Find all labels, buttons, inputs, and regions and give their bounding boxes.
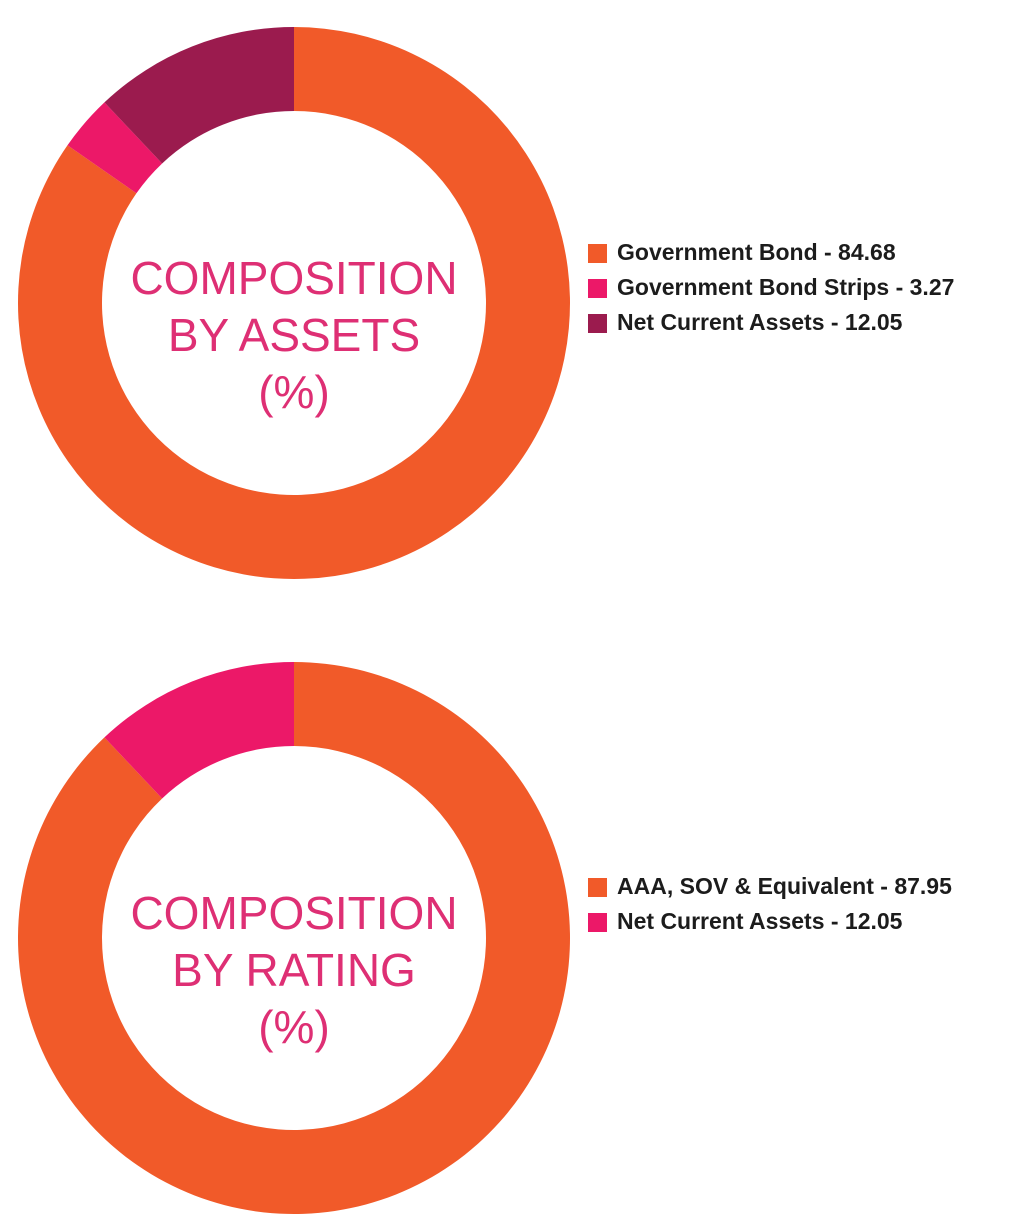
- assets-title-line-3: (%): [258, 366, 330, 418]
- legend-item-net-current-assets: Net Current Assets - 12.05: [588, 308, 998, 337]
- legend-swatch: [588, 878, 607, 897]
- rating-title-line-2: BY RATING: [172, 944, 416, 996]
- assets-donut: [18, 27, 571, 579]
- assets-slice-government-bond-strips: [67, 102, 163, 194]
- legend-swatch: [588, 244, 607, 263]
- assets-slice-government-bond: [18, 27, 571, 579]
- rating-composition-chart: COMPOSITION BY RATING (%) AAA, SOV & Equ…: [0, 655, 1010, 1215]
- assets-title-line-2: BY ASSETS: [167, 309, 421, 361]
- legend-item-aaa-sov-equivalent: AAA, SOV & Equivalent - 87.95: [588, 872, 998, 901]
- legend-label: Government Bond - 84.68: [617, 239, 896, 265]
- rating-title-line-1: COMPOSITION: [130, 887, 458, 939]
- rating-donut: [17, 662, 570, 1214]
- legend-item-net-current-assets: Net Current Assets - 12.05: [588, 907, 998, 936]
- legend-label: Net Current Assets - 12.05: [617, 309, 903, 335]
- legend-swatch: [588, 913, 607, 932]
- assets-title-line-1: COMPOSITION: [130, 252, 458, 304]
- rating-title-line-3: (%): [258, 1001, 330, 1053]
- legend-label: AAA, SOV & Equivalent - 87.95: [617, 873, 952, 899]
- legend-swatch: [588, 314, 607, 333]
- assets-center-title: COMPOSITION BY ASSETS (%): [84, 250, 504, 421]
- legend-item-government-bond-strips: Government Bond Strips - 3.27: [588, 273, 998, 302]
- rating-center-title: COMPOSITION BY RATING (%): [84, 885, 504, 1056]
- assets-legend: Government Bond - 84.68 Government Bond …: [588, 238, 998, 343]
- legend-label: Government Bond Strips - 3.27: [617, 274, 955, 300]
- assets-slice-net-current-assets: [104, 27, 294, 164]
- legend-item-government-bond: Government Bond - 84.68: [588, 238, 998, 267]
- rating-slice-aaa-sov-equivalent: [17, 662, 570, 1214]
- rating-legend: AAA, SOV & Equivalent - 87.95 Net Curren…: [588, 872, 998, 942]
- assets-composition-chart: COMPOSITION BY ASSETS (%) Government Bon…: [0, 20, 1010, 580]
- legend-swatch: [588, 279, 607, 298]
- rating-slice-net-current-assets: [104, 662, 294, 799]
- legend-label: Net Current Assets - 12.05: [617, 908, 903, 934]
